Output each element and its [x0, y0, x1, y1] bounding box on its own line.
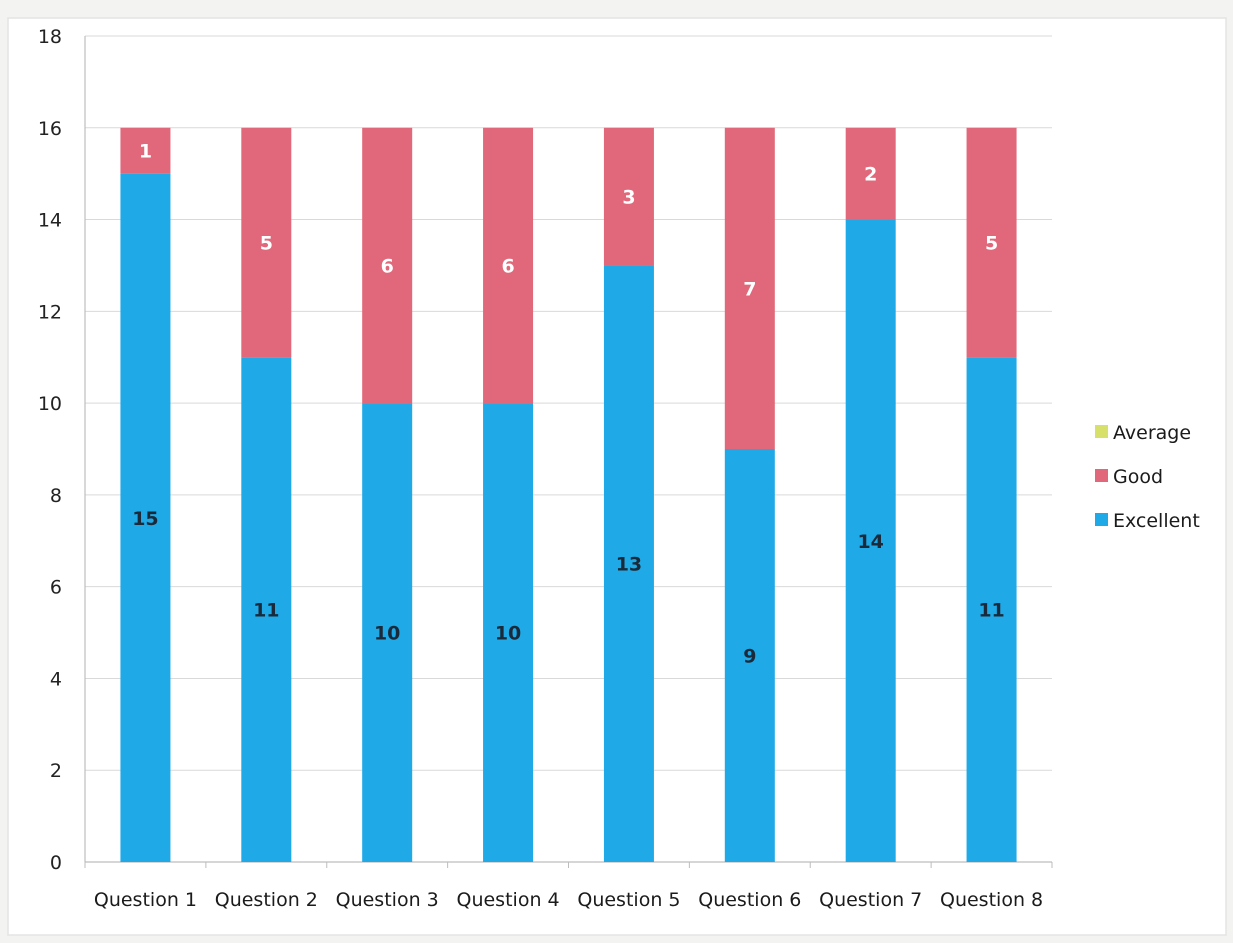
data-label-good-q3: 6 — [381, 255, 394, 277]
x-tick-label: Question 8 — [940, 889, 1043, 911]
bar-excellent-q6 — [724, 449, 775, 862]
data-label-good-q2: 5 — [260, 233, 273, 255]
data-label-good-q6: 7 — [743, 278, 756, 300]
x-tick-label: Question 4 — [457, 889, 560, 911]
y-tick-label: 6 — [50, 577, 62, 599]
bar-excellent-q3 — [362, 403, 413, 862]
x-tick-label: Question 3 — [336, 889, 439, 911]
x-tick-label: Question 2 — [215, 889, 318, 911]
x-tick-label: Question 6 — [698, 889, 801, 911]
bar-excellent-q4 — [483, 403, 534, 862]
data-label-excellent-q5: 13 — [616, 554, 642, 576]
bar-excellent-q2 — [241, 357, 292, 862]
legend-label-excellent: Excellent — [1113, 510, 1200, 532]
x-tick-label: Question 1 — [94, 889, 197, 911]
y-tick-label: 16 — [38, 118, 62, 140]
data-label-good-q1: 1 — [139, 141, 152, 163]
y-tick-label: 12 — [38, 301, 62, 323]
bar-good-q1 — [120, 127, 171, 174]
data-label-excellent-q2: 11 — [253, 600, 279, 622]
bar-good-q5 — [603, 127, 654, 266]
data-label-excellent-q3: 10 — [374, 623, 400, 645]
y-tick-label: 2 — [50, 760, 62, 782]
data-label-excellent-q7: 14 — [857, 531, 883, 553]
y-tick-label: 10 — [38, 393, 62, 415]
y-tick-label: 18 — [38, 26, 62, 48]
bar-good-q2 — [241, 127, 292, 358]
bar-excellent-q1 — [120, 173, 171, 862]
y-tick-label: 14 — [38, 210, 62, 232]
bar-excellent-q7 — [845, 219, 896, 863]
legend: Average Good Excellent — [1095, 422, 1200, 532]
bar-good-q4 — [483, 127, 534, 404]
bar-good-q6 — [724, 127, 775, 450]
data-label-good-q4: 6 — [501, 255, 514, 277]
x-tick-label: Question 5 — [577, 889, 680, 911]
data-label-good-q8: 5 — [985, 233, 998, 255]
legend-label-good: Good — [1113, 466, 1163, 488]
y-tick-label: 8 — [50, 485, 62, 507]
data-label-good-q5: 3 — [622, 187, 635, 209]
data-label-excellent-q8: 11 — [978, 600, 1004, 622]
data-label-excellent-q6: 9 — [743, 646, 756, 668]
x-tick-label: Question 7 — [819, 889, 922, 911]
legend-swatch-good — [1095, 469, 1108, 482]
bar-good-q8 — [966, 127, 1017, 358]
bar-good-q3 — [362, 127, 413, 404]
legend-swatch-excellent — [1095, 513, 1108, 526]
data-label-excellent-q1: 15 — [132, 508, 158, 530]
bars — [120, 127, 1017, 863]
bar-excellent-q5 — [603, 265, 654, 862]
y-tick-label: 0 — [50, 852, 62, 874]
legend-swatch-average — [1095, 425, 1108, 438]
data-label-excellent-q4: 10 — [495, 623, 521, 645]
bar-good-q7 — [845, 127, 896, 220]
y-tick-label: 4 — [50, 668, 62, 690]
bar-excellent-q8 — [966, 357, 1017, 862]
legend-label-average: Average — [1113, 422, 1191, 444]
data-label-good-q7: 2 — [864, 164, 877, 186]
